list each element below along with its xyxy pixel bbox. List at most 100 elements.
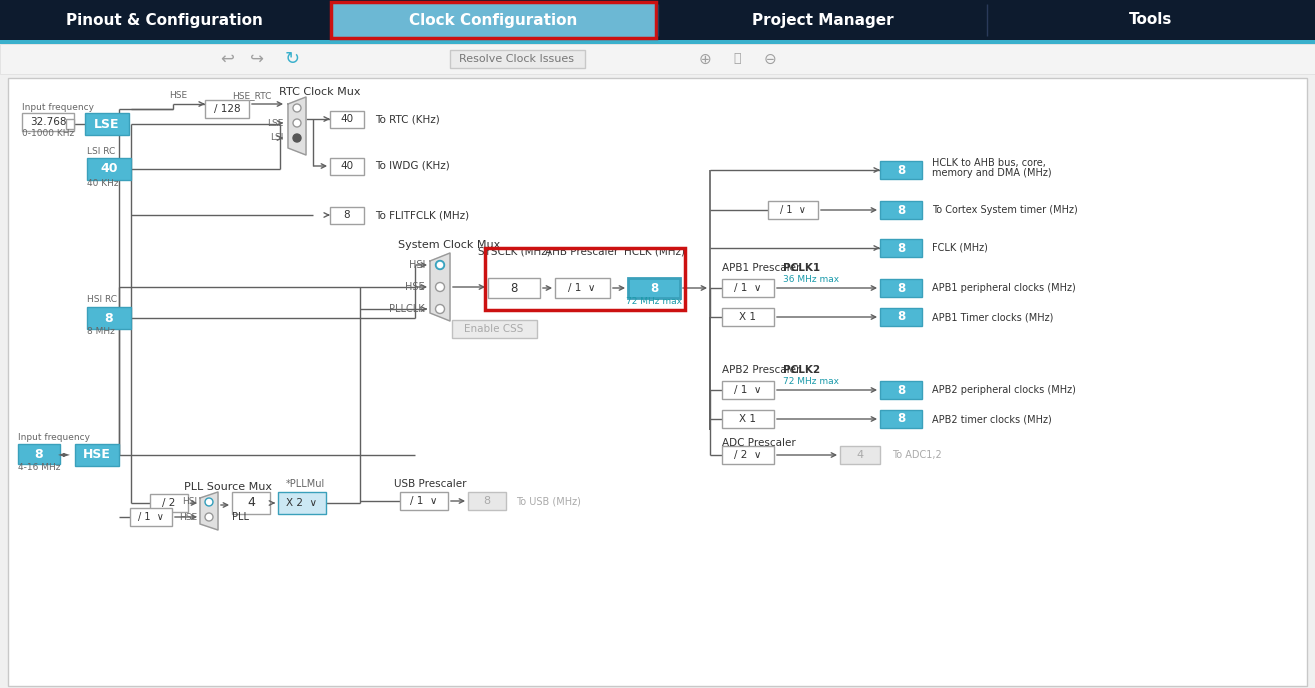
Text: Input frequency: Input frequency [22,103,93,111]
Text: System Clock Mux: System Clock Mux [398,240,500,250]
Bar [330,158,364,175]
Bar [880,201,922,219]
Bar [880,239,922,257]
Text: Enable CSS: Enable CSS [464,324,523,334]
Text: / 1  ∨: / 1 ∨ [410,496,438,506]
Bar [277,492,326,514]
Text: 8: 8 [650,281,658,294]
Text: To USB (MHz): To USB (MHz) [515,496,581,506]
Bar [722,381,775,399]
Bar [18,444,60,464]
Bar [880,279,922,297]
Text: 8: 8 [897,383,905,396]
Text: ↩: ↩ [220,50,234,68]
Text: PLL Source Mux: PLL Source Mux [184,482,272,492]
Text: Resolve Clock Issues: Resolve Clock Issues [459,54,575,64]
Text: ⊖: ⊖ [764,52,776,67]
Text: Input frequency: Input frequency [18,433,89,442]
Text: To IWDG (KHz): To IWDG (KHz) [375,161,450,171]
Text: / 2  ∨: / 2 ∨ [734,450,761,460]
Bar [22,113,74,131]
Circle shape [205,513,213,521]
Text: HSI RC: HSI RC [87,296,117,305]
Bar [75,444,118,466]
Text: 40: 40 [341,161,354,171]
Circle shape [206,499,212,504]
Text: 40: 40 [341,114,354,124]
Text: FCLK (MHz): FCLK (MHz) [932,243,988,253]
Bar [488,278,540,298]
Text: HSI: HSI [181,497,197,506]
Text: HSE: HSE [168,92,187,100]
Bar [0,44,1315,74]
Text: LSE: LSE [268,118,284,127]
Circle shape [293,119,301,127]
Bar [0,0,1315,40]
Text: 8: 8 [343,210,350,220]
Text: 8: 8 [510,281,518,294]
Bar [205,100,249,118]
Bar [85,113,129,135]
Bar [87,307,132,329]
Bar [880,381,922,399]
Circle shape [435,305,444,314]
Circle shape [205,498,213,506]
Bar [66,119,74,129]
Bar [629,278,680,298]
Text: ⬜: ⬜ [734,52,740,65]
Text: 8 MHz: 8 MHz [87,327,114,336]
Text: 8: 8 [897,164,905,177]
Text: To ADC1,2: To ADC1,2 [892,450,942,460]
Text: 8: 8 [105,312,113,325]
Text: ↪: ↪ [250,50,264,68]
Text: 32.768: 32.768 [30,117,66,127]
Polygon shape [430,253,450,321]
Text: X 2  ∨: X 2 ∨ [287,498,317,508]
Text: 8: 8 [897,241,905,255]
Text: HSE_RTC: HSE_RTC [233,92,272,100]
Text: 72 MHz max: 72 MHz max [782,376,839,385]
Bar [330,111,364,128]
Text: PCLK1: PCLK1 [782,263,821,273]
Bar [452,320,537,338]
Text: HSE: HSE [179,513,197,522]
Text: Pinout & Configuration: Pinout & Configuration [66,12,263,28]
Bar [330,207,364,224]
Text: / 128: / 128 [213,104,241,114]
Text: 8: 8 [34,447,43,460]
Text: 4: 4 [247,497,255,510]
Text: / 1  ∨: / 1 ∨ [780,205,806,215]
Bar [450,50,585,68]
Bar [880,308,922,326]
Text: HCLK (MHz): HCLK (MHz) [625,247,685,257]
Bar [150,494,188,512]
Text: 40 KHz: 40 KHz [87,178,118,188]
Text: APB2 timer clocks (MHz): APB2 timer clocks (MHz) [932,414,1052,424]
Text: / 1  ∨: / 1 ∨ [568,283,596,293]
Text: To FLITFCLK (MHz): To FLITFCLK (MHz) [375,210,469,220]
Text: APB2 Prescaler: APB2 Prescaler [722,365,801,375]
Text: LSI RC: LSI RC [87,147,116,156]
Text: X 1: X 1 [739,312,756,322]
Bar [8,78,1307,686]
Bar [400,492,448,510]
Bar [130,508,172,526]
Text: HSE: HSE [83,449,110,462]
Polygon shape [288,97,306,155]
Bar [0,40,1315,44]
Text: 0-1000 KHz: 0-1000 KHz [22,129,74,138]
Text: memory and DMA (MHz): memory and DMA (MHz) [932,168,1052,178]
Text: ⊕: ⊕ [698,52,711,67]
Text: HSI: HSI [409,260,425,270]
Text: 8: 8 [897,281,905,294]
Text: RTC Clock Mux: RTC Clock Mux [279,87,360,97]
Text: ◄►: ◄► [58,449,71,458]
Bar [768,201,818,219]
Bar [87,158,132,180]
Text: To RTC (KHz): To RTC (KHz) [375,114,439,124]
Text: / 2: / 2 [162,498,176,508]
Text: To Cortex System timer (MHz): To Cortex System timer (MHz) [932,205,1078,215]
Text: / 1  ∨: / 1 ∨ [138,512,164,522]
Text: APB1 Prescaler: APB1 Prescaler [722,263,801,273]
Text: 4: 4 [856,450,864,460]
